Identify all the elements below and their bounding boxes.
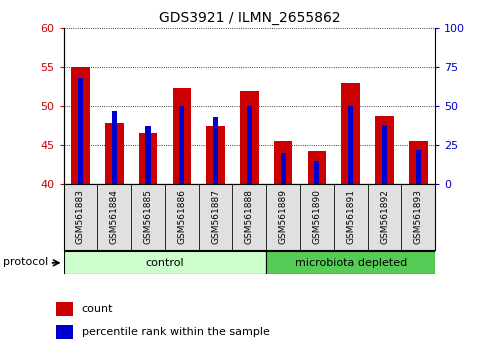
Bar — [232, 184, 266, 250]
Bar — [266, 184, 300, 250]
Text: GSM561891: GSM561891 — [346, 189, 354, 244]
Text: GSM561889: GSM561889 — [278, 189, 287, 244]
Bar — [131, 184, 164, 250]
Bar — [78, 78, 83, 184]
Bar — [97, 184, 131, 250]
Bar — [307, 152, 325, 184]
Bar — [56, 325, 73, 339]
Bar — [280, 153, 285, 184]
Text: GSM561883: GSM561883 — [76, 189, 85, 244]
Bar — [266, 251, 434, 274]
Text: control: control — [145, 258, 184, 268]
Bar — [213, 117, 218, 184]
Text: GSM561886: GSM561886 — [177, 189, 186, 244]
Bar — [246, 106, 251, 184]
Bar — [401, 184, 434, 250]
Bar — [333, 184, 367, 250]
Bar — [341, 83, 359, 184]
Bar — [374, 115, 393, 184]
Bar — [198, 184, 232, 250]
Bar — [179, 106, 184, 184]
Bar — [408, 141, 427, 184]
Bar — [63, 184, 97, 250]
Text: GSM561887: GSM561887 — [211, 189, 220, 244]
Text: GSM561888: GSM561888 — [244, 189, 253, 244]
Bar — [347, 106, 352, 184]
Text: microbiota depleted: microbiota depleted — [294, 258, 406, 268]
Text: GSM561885: GSM561885 — [143, 189, 152, 244]
Bar — [139, 133, 157, 184]
Bar — [367, 184, 401, 250]
Bar — [240, 91, 258, 184]
Bar — [145, 126, 150, 184]
Text: percentile rank within the sample: percentile rank within the sample — [81, 327, 269, 337]
Bar — [56, 302, 73, 316]
Bar — [105, 123, 123, 184]
Text: GSM561893: GSM561893 — [413, 189, 422, 244]
Bar — [415, 150, 420, 184]
Text: GSM561890: GSM561890 — [312, 189, 321, 244]
Bar — [300, 184, 333, 250]
Text: GSM561892: GSM561892 — [379, 189, 388, 244]
Bar — [111, 111, 117, 184]
Text: GSM561884: GSM561884 — [109, 189, 119, 244]
Bar — [71, 67, 90, 184]
Text: count: count — [81, 304, 113, 314]
Bar — [273, 141, 292, 184]
Title: GDS3921 / ILMN_2655862: GDS3921 / ILMN_2655862 — [158, 11, 340, 24]
Bar — [172, 88, 191, 184]
Text: protocol: protocol — [3, 257, 48, 267]
Bar — [63, 251, 266, 274]
Bar — [206, 126, 224, 184]
Bar — [314, 161, 319, 184]
Bar — [164, 184, 198, 250]
Bar — [381, 125, 386, 184]
